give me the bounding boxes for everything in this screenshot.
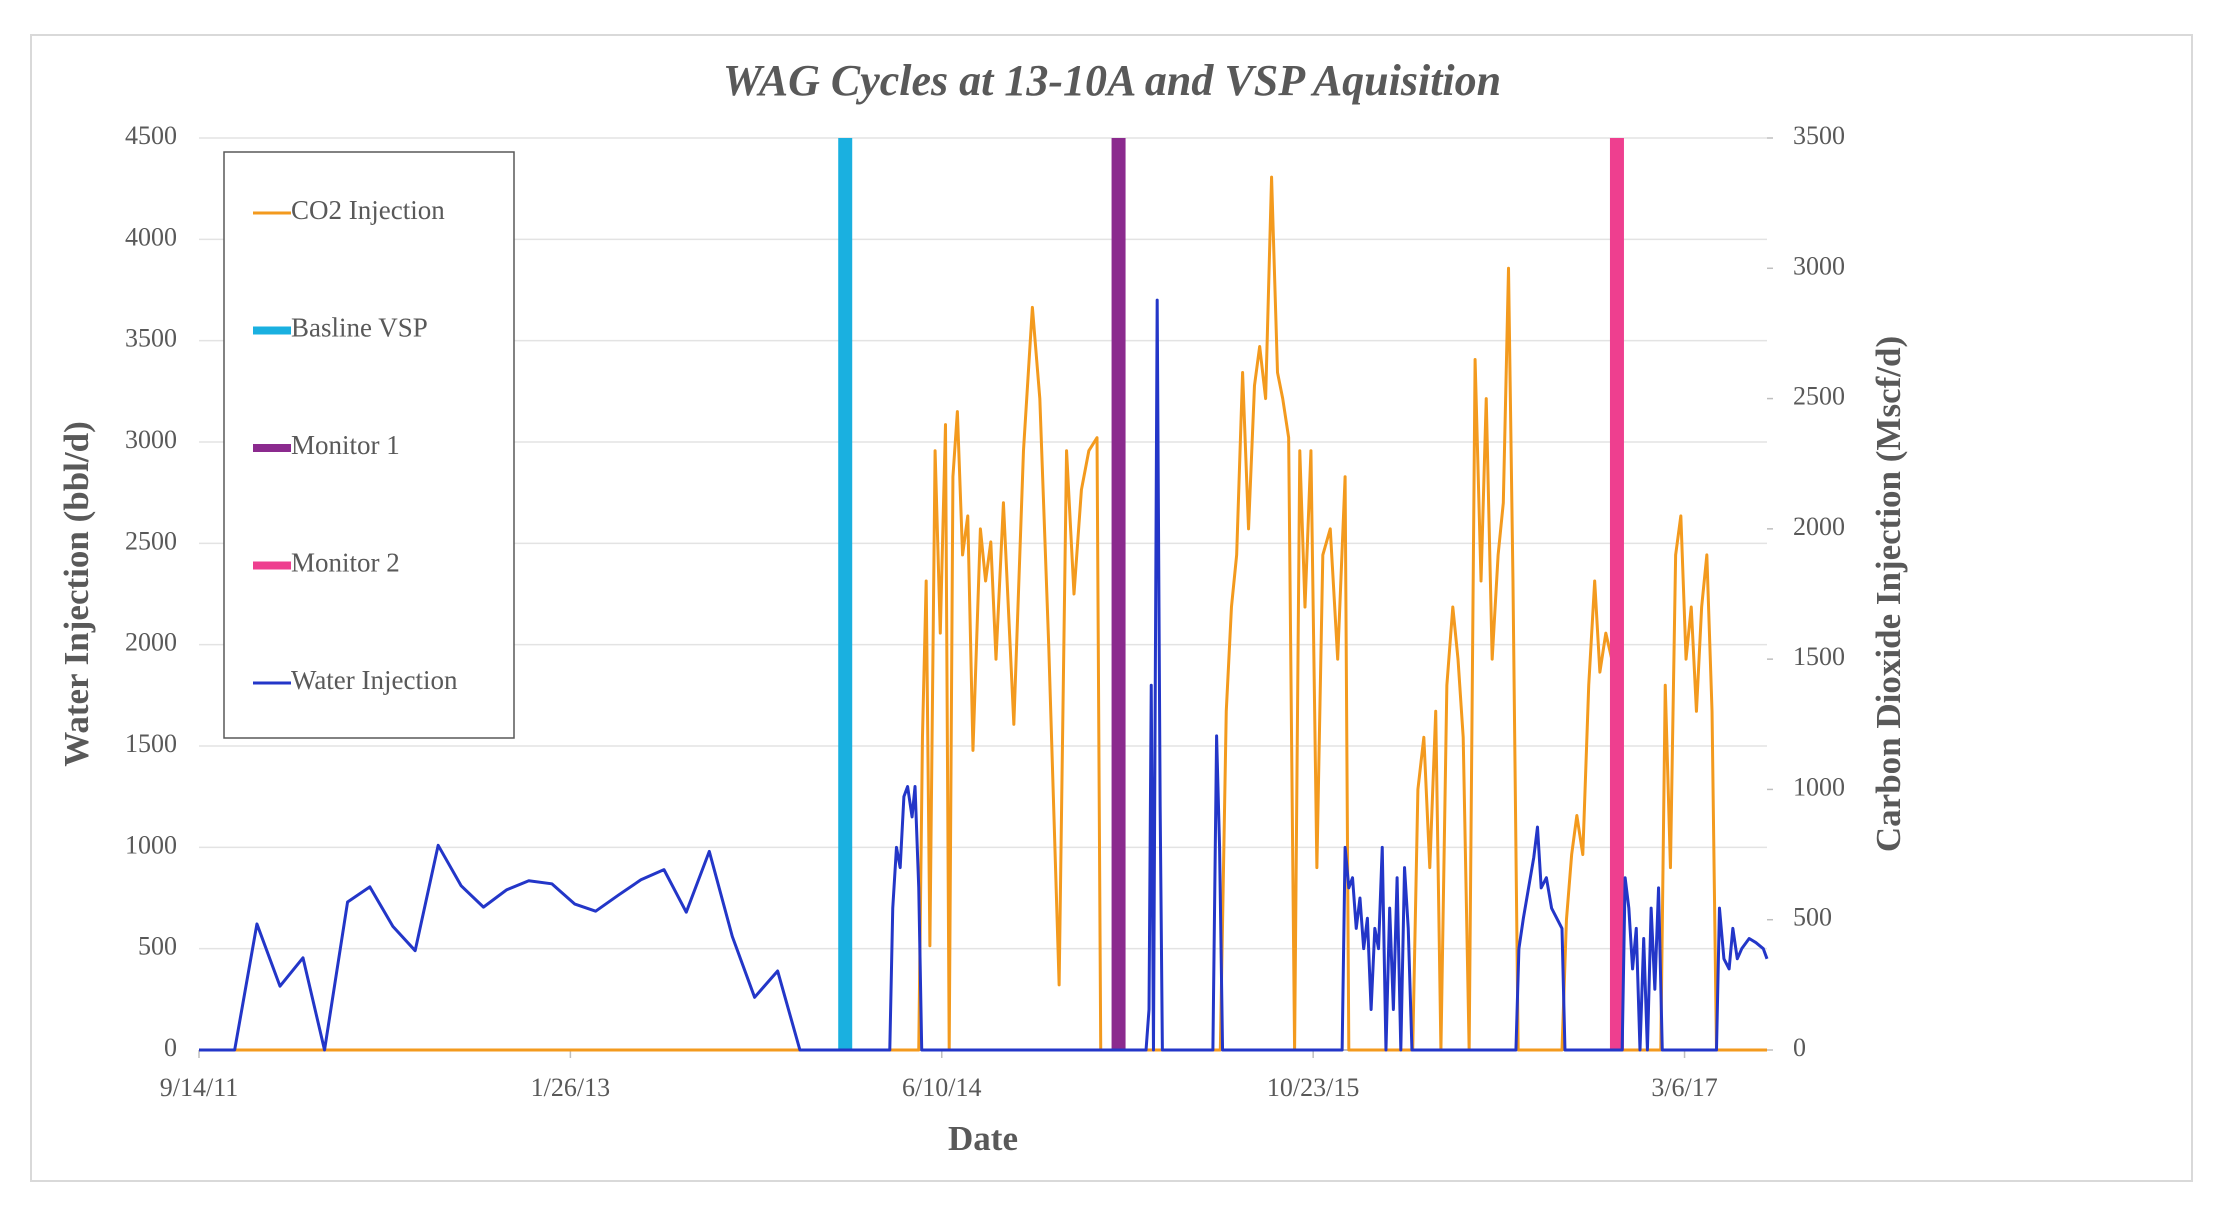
series-line [199,175,1767,1052]
y2-tick-label: 0 [1793,1033,1806,1062]
y-tick-label: 4500 [125,121,177,150]
y2-tick-label: 1000 [1793,772,1845,801]
legend-label: Monitor 1 [291,430,400,460]
y-tick-label: 1500 [125,729,177,758]
y-tick-label: 3500 [125,324,177,353]
legend-label: CO2 Injection [291,195,445,225]
legend-label: Basline VSP [291,313,428,343]
x-tick-label: 9/14/11 [160,1073,238,1102]
y-tick-label: 2500 [125,526,177,555]
x-tick-label: 10/23/15 [1267,1073,1359,1102]
y-axis-title: Water Injection (bbl/d) [57,421,96,766]
y2-tick-label: 1500 [1793,642,1845,671]
x-tick-label: 3/6/17 [1651,1073,1717,1102]
y-tick-label: 1000 [125,830,177,859]
x-axis-title: Date [948,1119,1018,1158]
y-tick-label: 4000 [125,222,177,251]
y2-tick-label: 3000 [1793,251,1845,280]
plot-area [199,138,1769,1052]
legend: CO2 Injection Basline VSP Monitor 1 Monitor… [223,151,515,739]
x-tick-label: 1/26/13 [531,1073,610,1102]
y2-tick-label: 3500 [1793,121,1845,150]
legend-label: Water Injection [291,665,458,695]
legend-label: Monitor 2 [291,548,400,578]
y-tick-label: 0 [164,1033,177,1062]
y-tick-label: 500 [138,932,177,961]
y2-axis-title: Carbon Dioxide Injection (Mscf/d) [1869,336,1908,852]
x-tick-label: 6/10/14 [902,1073,981,1102]
y2-tick-label: 2500 [1793,382,1845,411]
y2-tick-label: 500 [1793,903,1832,932]
y-tick-label: 2000 [125,628,177,657]
y2-tick-label: 2000 [1793,512,1845,541]
y-tick-label: 3000 [125,425,177,454]
series-line [199,298,1769,1052]
chart-title: WAG Cycles at 13-10A and VSP Aquisition [723,56,1501,105]
